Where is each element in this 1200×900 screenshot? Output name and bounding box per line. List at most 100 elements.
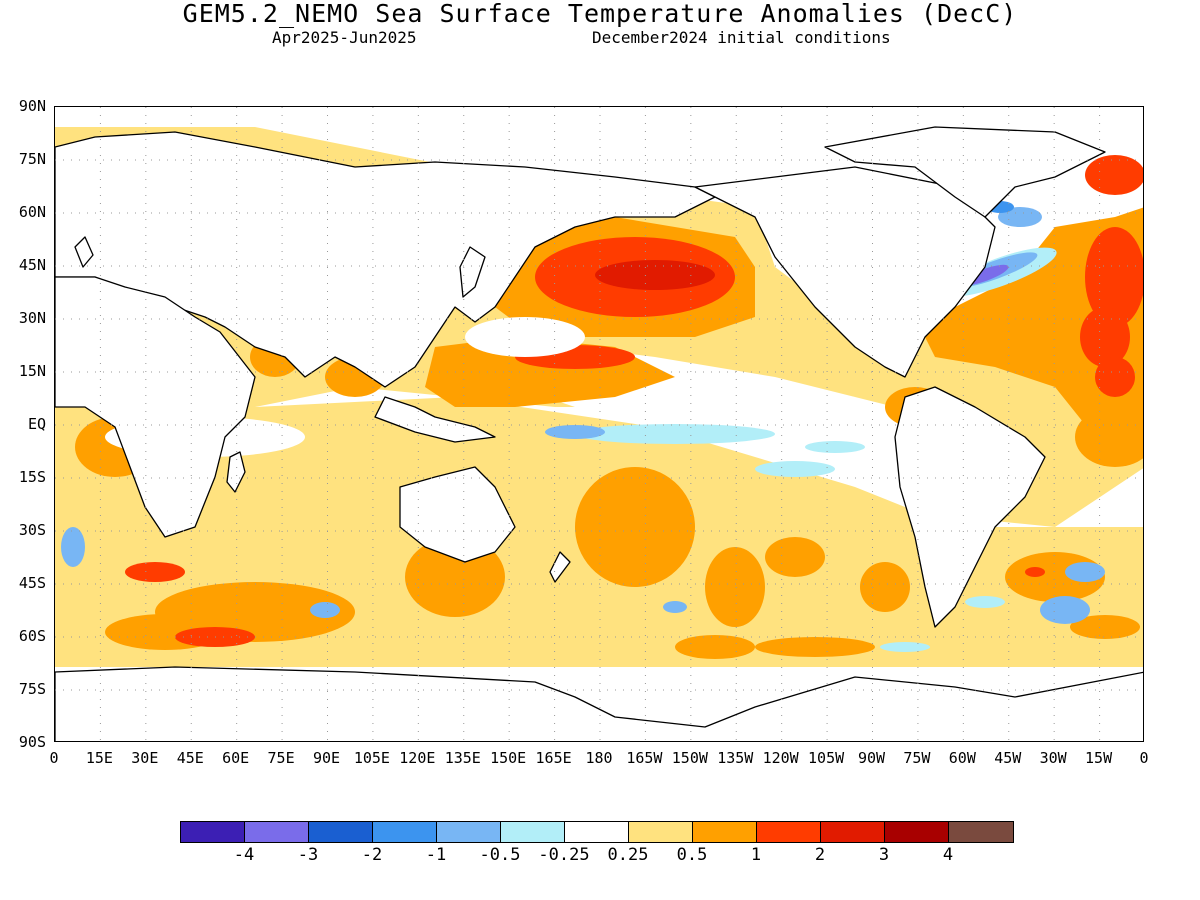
lon-label: 120W — [762, 749, 799, 767]
lon-label: 30E — [131, 749, 159, 767]
lon-label: 105W — [808, 749, 845, 767]
lat-label: EQ — [27, 415, 46, 433]
warm-strong-region — [1080, 307, 1130, 367]
legend-label: -2 — [361, 845, 383, 865]
landmass — [55, 276, 256, 538]
lat-label: 90N — [18, 97, 46, 115]
lon-label: 90W — [857, 749, 886, 767]
lon-label: 135W — [717, 749, 754, 767]
warm-strong-region — [125, 562, 185, 582]
lon-label: 0 — [1139, 749, 1149, 767]
neutral-region — [465, 317, 585, 357]
legend-swatch — [885, 822, 949, 842]
lon-label: 75W — [903, 749, 931, 767]
warm-very-region — [595, 260, 715, 290]
lon-label: 0 — [49, 749, 59, 767]
legend-label: 2 — [814, 845, 826, 865]
landmass — [226, 451, 246, 493]
lat-label: 30S — [18, 521, 46, 539]
lon-label: 60E — [222, 749, 250, 767]
legend-swatch — [949, 822, 1013, 842]
legend-swatch — [245, 822, 309, 842]
cool-weak-region — [965, 596, 1005, 608]
legend-swatch — [821, 822, 885, 842]
warm-mid-region — [765, 537, 825, 577]
sst-anomaly-map — [54, 106, 1144, 742]
lon-label: 90E — [312, 749, 341, 767]
warm-mid-region — [675, 635, 755, 659]
map-title: GEM5.2_NEMO Sea Surface Temperature Anom… — [182, 0, 1018, 28]
lon-label: 150E — [490, 749, 527, 767]
legend-swatch — [501, 822, 565, 842]
lon-label: 165E — [535, 749, 572, 767]
warm-mid-region — [1070, 615, 1140, 639]
legend-swatch — [629, 822, 693, 842]
cool-mid-region — [663, 601, 687, 613]
cool-weak-region — [805, 441, 865, 453]
cool-mid-region — [998, 207, 1042, 227]
legend-label: -0.25 — [538, 845, 590, 865]
legend-label: 1 — [750, 845, 762, 865]
map-canvas — [55, 107, 1143, 741]
legend-label: -4 — [233, 845, 255, 865]
cool-mid-region — [310, 602, 340, 618]
lon-label: 15E — [85, 749, 113, 767]
lat-label: 60N — [18, 203, 46, 221]
lon-label: 30W — [1039, 749, 1067, 767]
lon-label: 120E — [399, 749, 436, 767]
forecast-period: Apr2025-Jun2025 — [272, 28, 417, 47]
lon-label: 135E — [444, 749, 481, 767]
lon-label: 60W — [948, 749, 976, 767]
cool-mid-region — [545, 425, 605, 439]
legend-label: 4 — [942, 845, 954, 865]
landmass — [55, 666, 1143, 741]
lat-label: 90S — [18, 733, 46, 751]
landmass — [55, 131, 716, 388]
lon-label: 45E — [176, 749, 204, 767]
warm-mid-region — [1075, 407, 1143, 467]
landmass — [549, 551, 571, 583]
lat-label: 45N — [18, 256, 46, 274]
lon-label: 165W — [626, 749, 663, 767]
warm-strong-region — [1025, 567, 1045, 577]
cool-weak-region — [880, 642, 930, 652]
legend-label: -3 — [297, 845, 319, 865]
landmass — [894, 386, 1046, 628]
legend-swatch — [693, 822, 757, 842]
landmass — [374, 396, 496, 443]
landmass — [824, 126, 1106, 218]
legend-label: 0.25 — [607, 845, 649, 865]
warm-mid-region — [575, 467, 695, 587]
warm-mid-region — [860, 562, 910, 612]
cool-weak-region — [755, 461, 835, 477]
landmass — [459, 246, 486, 298]
lat-label: 45S — [18, 574, 46, 592]
legend-label: 3 — [878, 845, 890, 865]
lat-label: 75N — [18, 150, 46, 168]
warm-mid-region — [705, 547, 765, 627]
landmass — [399, 466, 516, 563]
warm-strong-region — [1095, 357, 1135, 397]
legend-label: 0.5 — [676, 845, 708, 865]
lon-label: 150W — [671, 749, 708, 767]
legend-swatch — [181, 822, 245, 842]
lat-label: 15S — [18, 468, 46, 486]
legend-label: -1 — [425, 845, 447, 865]
cool-mid-region — [61, 527, 85, 567]
color-legend — [180, 821, 1014, 843]
lat-label: 75S — [18, 680, 46, 698]
legend-label: -0.5 — [479, 845, 521, 865]
cool-mid-region — [1065, 562, 1105, 582]
cool-mid-region — [1040, 596, 1090, 624]
cool-weak-region — [575, 424, 775, 444]
lon-label: 75E — [267, 749, 295, 767]
lat-label: 30N — [18, 309, 46, 327]
lon-label: 180 — [585, 749, 613, 767]
lat-label: 60S — [18, 627, 46, 645]
warm-strong-region — [1085, 227, 1143, 327]
legend-swatch — [373, 822, 437, 842]
legend-swatch — [437, 822, 501, 842]
lon-label: 105E — [353, 749, 390, 767]
landmass — [74, 236, 94, 268]
legend-swatch — [309, 822, 373, 842]
